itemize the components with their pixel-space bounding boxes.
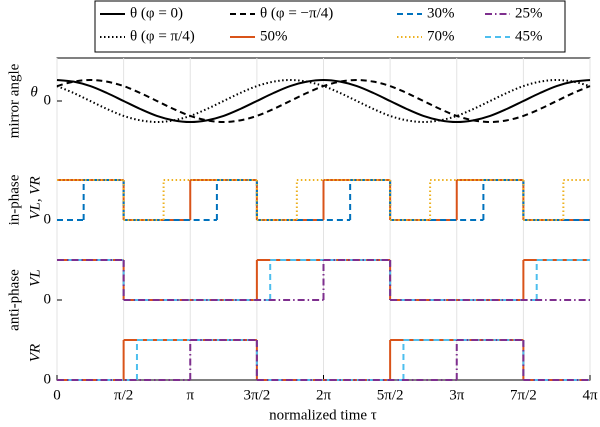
legend-label: 30% [427, 5, 455, 21]
angle-line [56, 78, 591, 124]
x-tick-label: 3π [449, 387, 465, 403]
x-tick-label: 5π/2 [377, 387, 404, 403]
group-label: in-phase [6, 174, 22, 225]
y-tick-label: 0 [44, 92, 52, 108]
legend-label: θ (φ = π/4) [130, 28, 195, 44]
x-tick-label: π/2 [114, 387, 133, 403]
x-tick-label: 0 [53, 387, 61, 403]
x-tick-label: π [186, 387, 194, 403]
x-tick-label: 2π [316, 387, 332, 403]
legend-label: θ (φ = −π/4) [260, 5, 333, 21]
group-label: mirror angle [6, 63, 22, 138]
group-label: anti-phase [6, 269, 22, 331]
legend-box [94, 0, 566, 53]
y-tick-label: 0 [44, 291, 52, 307]
x-tick-label: 4π [582, 387, 598, 403]
angle-line [56, 78, 591, 124]
angle-line [56, 78, 591, 124]
y-tick-label: 0 [44, 211, 52, 227]
legend-label: 45% [515, 28, 543, 44]
x-axis-label: normalized time τ [269, 407, 377, 423]
legend-label: θ (φ = 0) [130, 5, 183, 21]
x-tick-label: 3π/2 [244, 387, 271, 403]
y-tick-label: 0 [44, 371, 52, 387]
panel-symbol: VR [27, 344, 43, 362]
panel-symbol: VL [27, 269, 43, 287]
panel-symbol: VL, VR [27, 176, 43, 219]
x-tick-label: 7π/2 [510, 387, 537, 403]
legend-label: 70% [427, 28, 455, 44]
legend-label: 50% [260, 28, 288, 44]
panel-symbol: θ [30, 84, 38, 100]
legend-label: 25% [515, 5, 543, 21]
